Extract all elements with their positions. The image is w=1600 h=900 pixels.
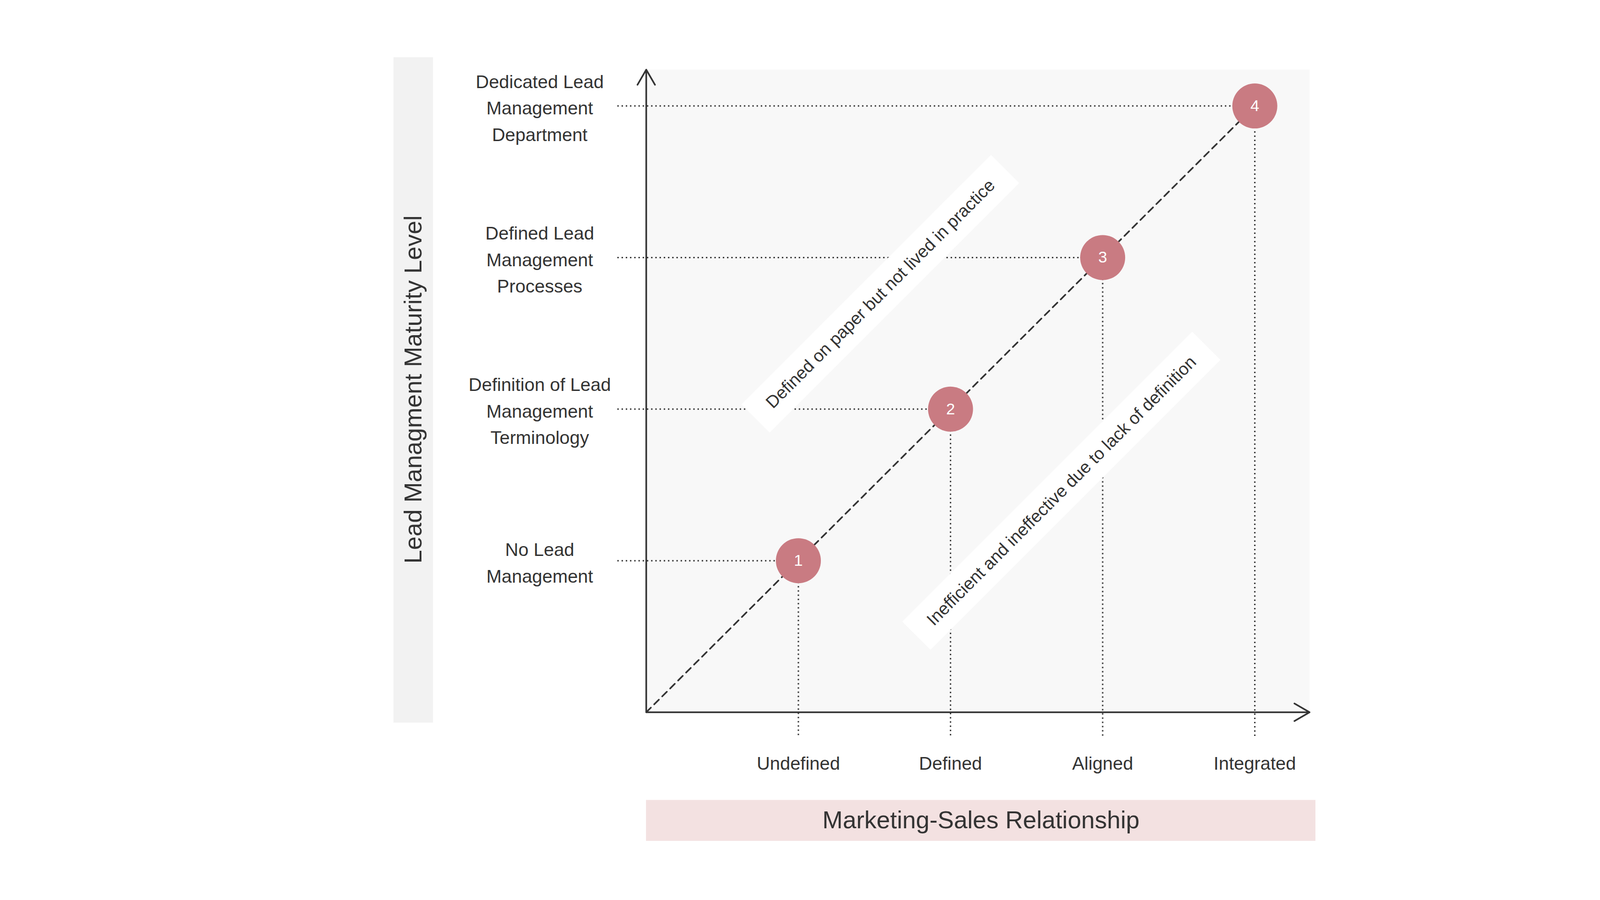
svg-text:3: 3 — [1098, 247, 1108, 266]
svg-text:Dedicated LeadManagementDepart: Dedicated LeadManagementDepartment — [475, 71, 604, 145]
svg-text:Defined: Defined — [918, 753, 982, 774]
svg-text:Marketing-Sales Relationship: Marketing-Sales Relationship — [822, 806, 1140, 834]
svg-text:2: 2 — [946, 399, 955, 418]
svg-text:Lead Managment Maturity Level: Lead Managment Maturity Level — [399, 215, 427, 564]
svg-text:Definition of LeadManagementTe: Definition of LeadManagementTerminology — [468, 374, 612, 448]
svg-text:Undefined: Undefined — [756, 753, 841, 774]
svg-text:4: 4 — [1250, 96, 1260, 115]
svg-text:Defined LeadManagementProcesse: Defined LeadManagementProcesses — [485, 223, 594, 297]
svg-text:Inefficient and ineffective du: Inefficient and ineffective due to lack … — [923, 352, 1201, 630]
svg-text:Defined on paper but not lived: Defined on paper but not lived in practi… — [762, 175, 1000, 413]
svg-text:No LeadManagement: No LeadManagement — [486, 539, 594, 587]
svg-text:1: 1 — [794, 551, 804, 570]
svg-text:Aligned: Aligned — [1072, 753, 1134, 774]
svg-text:Integrated: Integrated — [1213, 753, 1297, 774]
